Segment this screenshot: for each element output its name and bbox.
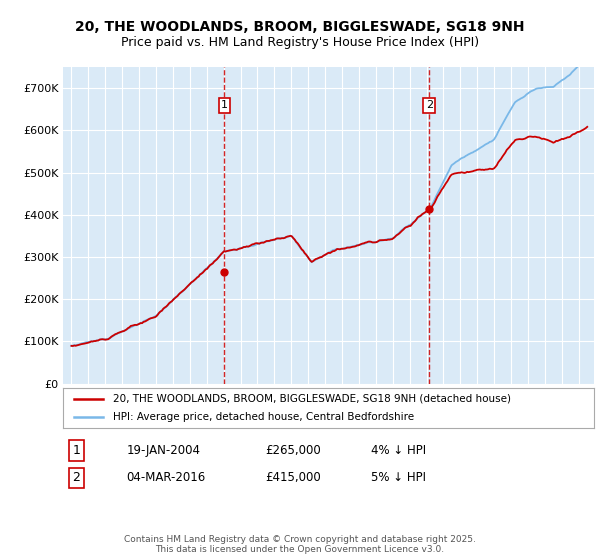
Text: HPI: Average price, detached house, Central Bedfordshire: HPI: Average price, detached house, Cent…	[113, 412, 415, 422]
Text: 1: 1	[221, 100, 228, 110]
Text: Contains HM Land Registry data © Crown copyright and database right 2025.
This d: Contains HM Land Registry data © Crown c…	[124, 535, 476, 554]
Text: Price paid vs. HM Land Registry's House Price Index (HPI): Price paid vs. HM Land Registry's House …	[121, 36, 479, 49]
Text: 5% ↓ HPI: 5% ↓ HPI	[371, 472, 426, 484]
Text: 19-JAN-2004: 19-JAN-2004	[127, 444, 201, 457]
Text: 2: 2	[426, 100, 433, 110]
Text: £415,000: £415,000	[265, 472, 320, 484]
Text: £265,000: £265,000	[265, 444, 320, 457]
Text: 20, THE WOODLANDS, BROOM, BIGGLESWADE, SG18 9NH (detached house): 20, THE WOODLANDS, BROOM, BIGGLESWADE, S…	[113, 394, 511, 404]
Text: 1: 1	[73, 444, 80, 457]
Text: 04-MAR-2016: 04-MAR-2016	[127, 472, 206, 484]
Text: 4% ↓ HPI: 4% ↓ HPI	[371, 444, 426, 457]
Text: 2: 2	[73, 472, 80, 484]
Text: 20, THE WOODLANDS, BROOM, BIGGLESWADE, SG18 9NH: 20, THE WOODLANDS, BROOM, BIGGLESWADE, S…	[75, 20, 525, 34]
